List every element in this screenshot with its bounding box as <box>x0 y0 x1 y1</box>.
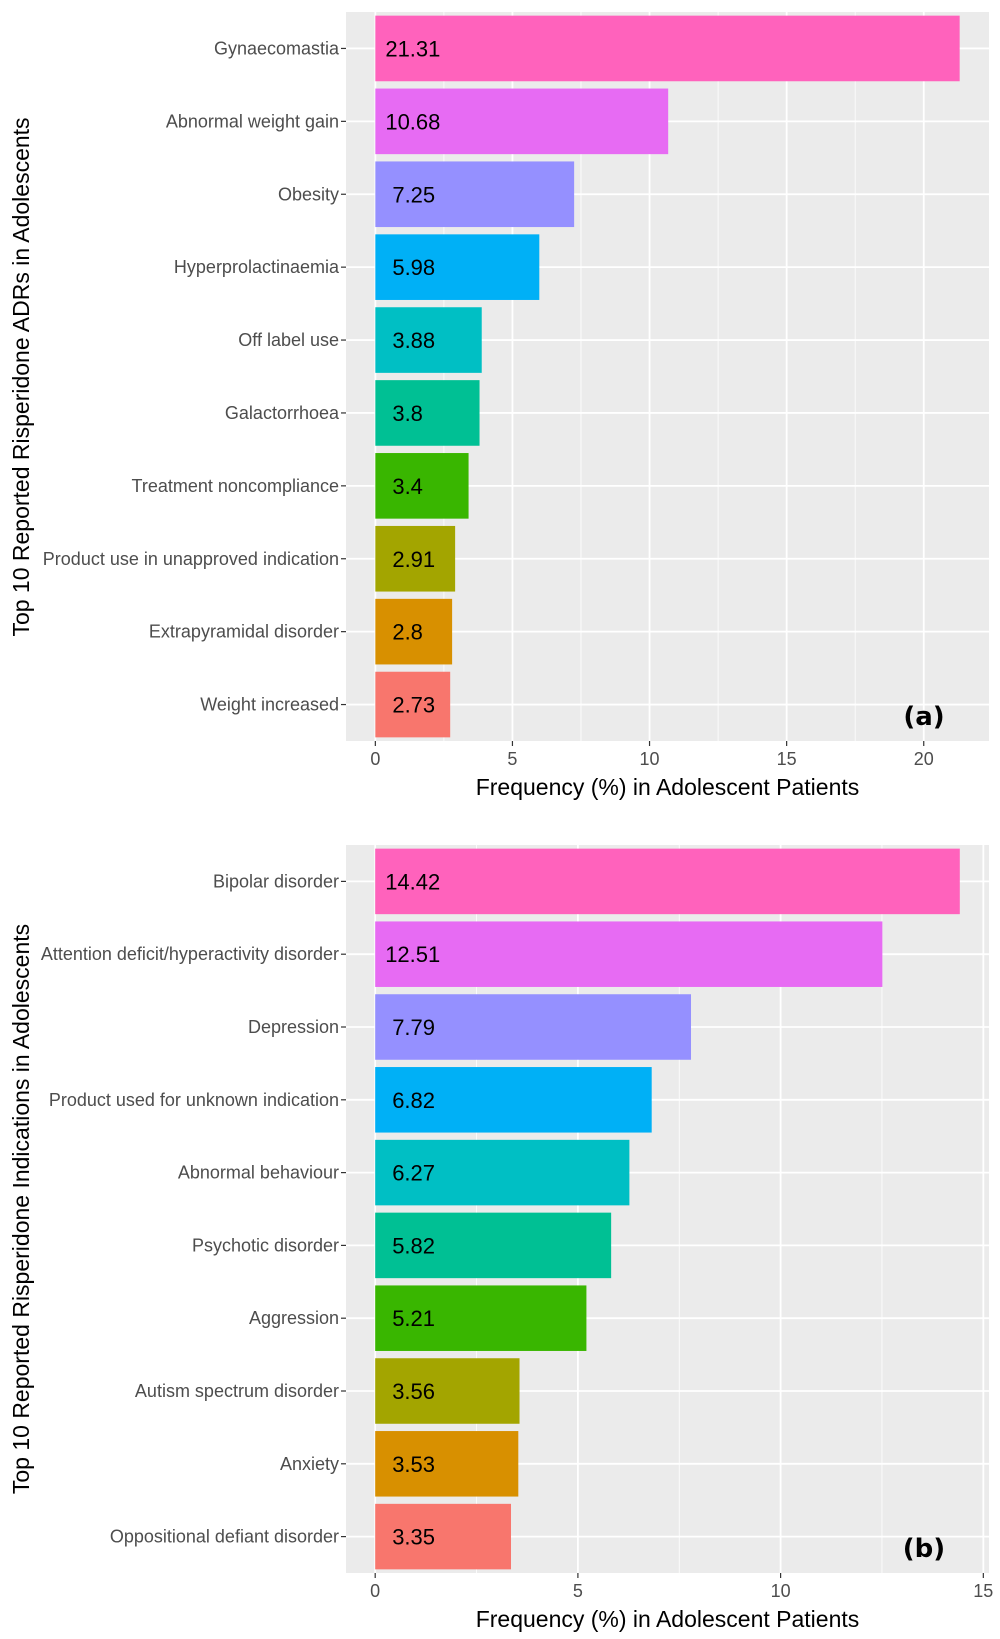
x-tick-label: 15 <box>777 749 797 769</box>
x-tick-label: 5 <box>573 1581 583 1601</box>
category-label: Off label use <box>238 330 339 350</box>
data-label: 2.91 <box>392 547 435 572</box>
data-label: 14.42 <box>385 869 440 894</box>
bar-2 <box>375 88 669 155</box>
category-label: Autism spectrum disorder <box>135 1381 339 1401</box>
bar-4 <box>375 234 540 300</box>
bar-10 <box>375 671 451 738</box>
bar-5 <box>375 1139 630 1206</box>
bar-7 <box>375 453 469 519</box>
bar-5 <box>375 307 482 373</box>
data-label: 5.21 <box>392 1306 435 1331</box>
data-label: 2.8 <box>392 620 423 645</box>
data-label: 3.53 <box>392 1452 435 1477</box>
data-label: 7.79 <box>392 1015 435 1040</box>
x-tick-label: 15 <box>973 1581 993 1601</box>
x-tick-label: 5 <box>507 749 517 769</box>
bar-9 <box>375 1431 519 1497</box>
category-label: Product use in unapproved indication <box>43 549 339 569</box>
data-label: 3.4 <box>392 474 423 499</box>
bar-3 <box>375 161 575 228</box>
x-axis-title: Frequency (%) in Adolescent Patients <box>476 774 860 800</box>
bar-1 <box>375 848 960 915</box>
category-label: Psychotic disorder <box>192 1235 339 1255</box>
category-label: Treatment noncompliance <box>132 476 339 496</box>
data-label: 21.31 <box>385 36 440 61</box>
bar-4 <box>375 1067 652 1133</box>
bar-8 <box>375 525 456 592</box>
bar-3 <box>375 994 692 1060</box>
x-tick-label: 10 <box>771 1581 791 1601</box>
y-axis-title: Top 10 Reported Risperidone ADRs in Adol… <box>8 117 34 636</box>
category-label: Abnormal weight gain <box>166 111 339 131</box>
x-tick-label: 10 <box>640 749 660 769</box>
data-label: 7.25 <box>392 182 435 207</box>
category-label: Abnormal behaviour <box>178 1163 339 1183</box>
category-label: Depression <box>248 1017 339 1037</box>
data-label: 12.51 <box>385 942 440 967</box>
bar-6 <box>375 1212 612 1279</box>
y-axis-title: Top 10 Reported Risperidone Indications … <box>8 924 34 1494</box>
category-label: Bipolar disorder <box>213 871 339 891</box>
bar-9 <box>375 598 453 665</box>
category-label: Hyperprolactinaemia <box>174 257 340 277</box>
data-label: 2.73 <box>392 693 435 718</box>
data-label: 10.68 <box>385 109 440 134</box>
bar-8 <box>375 1358 520 1424</box>
bar-2 <box>375 921 883 987</box>
data-label: 6.82 <box>392 1088 435 1113</box>
x-tick-label: 0 <box>370 1581 380 1601</box>
bar-10 <box>375 1503 512 1570</box>
category-label: Product used for unknown indication <box>49 1090 339 1110</box>
category-label: Weight increased <box>200 695 339 715</box>
panel-label: (a) <box>903 702 944 732</box>
data-label: 5.98 <box>392 255 435 280</box>
category-label: Oppositional defiant disorder <box>110 1527 339 1547</box>
category-label: Anxiety <box>280 1454 339 1474</box>
data-label: 6.27 <box>392 1161 435 1186</box>
category-label: Attention deficit/hyperactivity disorder <box>41 944 339 964</box>
data-label: 5.82 <box>392 1233 435 1258</box>
x-axis-title: Frequency (%) in Adolescent Patients <box>476 1606 860 1632</box>
bar-1 <box>375 15 960 82</box>
category-label: Extrapyramidal disorder <box>149 622 339 642</box>
chart-panel-a: 0 5 10 15 20 21.31 Gynaecomastia 10.68 Abnormal … <box>8 12 989 800</box>
category-label: Obesity <box>278 184 339 204</box>
x-tick-label: 0 <box>370 749 380 769</box>
category-label: Gynaecomastia <box>214 38 340 58</box>
x-tick-label: 20 <box>914 749 934 769</box>
data-label: 3.88 <box>392 328 435 353</box>
panel-label: (b) <box>903 1534 945 1564</box>
data-label: 3.8 <box>392 401 423 426</box>
bar-6 <box>375 380 480 446</box>
data-label: 3.35 <box>392 1525 435 1550</box>
bar-7 <box>375 1285 587 1351</box>
category-label: Aggression <box>249 1308 339 1328</box>
data-label: 3.56 <box>392 1379 435 1404</box>
chart-panel-b: 0 5 10 15 14.42 Bipolar disorder 12.51 Attentio… <box>8 845 993 1632</box>
category-label: Galactorrhoea <box>225 403 340 423</box>
